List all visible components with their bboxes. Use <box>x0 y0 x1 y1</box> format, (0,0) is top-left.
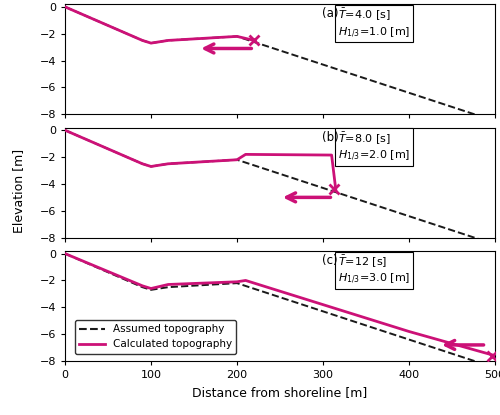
Legend: Assumed topography, Calculated topography: Assumed topography, Calculated topograph… <box>74 320 236 354</box>
Text: (c): (c) <box>322 254 338 267</box>
Text: Elevation [m]: Elevation [m] <box>12 149 26 233</box>
Text: $\bar{T}$=8.0 [s]
$H_{1/3}$=2.0 [m]: $\bar{T}$=8.0 [s] $H_{1/3}$=2.0 [m] <box>338 131 410 163</box>
Text: $\bar{T}$=4.0 [s]
$H_{1/3}$=1.0 [m]: $\bar{T}$=4.0 [s] $H_{1/3}$=1.0 [m] <box>338 7 410 39</box>
Text: (b): (b) <box>322 131 339 144</box>
Text: $\bar{T}$=12 [s]
$H_{1/3}$=3.0 [m]: $\bar{T}$=12 [s] $H_{1/3}$=3.0 [m] <box>338 254 410 286</box>
X-axis label: Distance from shoreline [m]: Distance from shoreline [m] <box>192 386 368 399</box>
Text: (a): (a) <box>322 7 338 20</box>
